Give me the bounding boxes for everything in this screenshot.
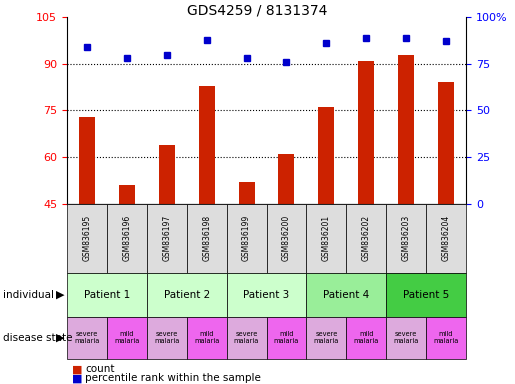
Bar: [199, 86, 215, 204]
Text: Patient 2: Patient 2: [164, 290, 210, 300]
Bar: [238, 182, 254, 204]
Text: GSM836199: GSM836199: [242, 215, 251, 261]
Text: GSM836203: GSM836203: [402, 215, 410, 261]
Text: ▶: ▶: [56, 290, 64, 300]
Text: GDS4259 / 8131374: GDS4259 / 8131374: [187, 3, 328, 17]
Text: ■: ■: [72, 373, 82, 383]
Text: GSM836200: GSM836200: [282, 215, 291, 261]
Text: mild
malaria: mild malaria: [354, 331, 379, 344]
Text: Patient 3: Patient 3: [244, 290, 289, 300]
Bar: [398, 55, 414, 204]
Text: GSM836198: GSM836198: [202, 215, 211, 261]
Text: mild
malaria: mild malaria: [434, 331, 459, 344]
Text: count: count: [85, 364, 114, 374]
Bar: [119, 185, 135, 204]
Text: mild
malaria: mild malaria: [194, 331, 219, 344]
Text: severe
malaria: severe malaria: [74, 331, 99, 344]
Text: Patient 4: Patient 4: [323, 290, 369, 300]
Text: severe
malaria: severe malaria: [154, 331, 179, 344]
Text: percentile rank within the sample: percentile rank within the sample: [85, 373, 261, 383]
Bar: [318, 107, 334, 204]
Text: GSM836195: GSM836195: [82, 215, 91, 261]
Bar: [279, 154, 295, 204]
Text: mild
malaria: mild malaria: [274, 331, 299, 344]
Bar: [358, 61, 374, 204]
Text: severe
malaria: severe malaria: [234, 331, 259, 344]
Text: Patient 5: Patient 5: [403, 290, 449, 300]
Text: Patient 1: Patient 1: [84, 290, 130, 300]
Text: disease state: disease state: [3, 333, 72, 343]
Text: mild
malaria: mild malaria: [114, 331, 140, 344]
Text: GSM836204: GSM836204: [442, 215, 451, 261]
Bar: [79, 117, 95, 204]
Text: individual: individual: [3, 290, 54, 300]
Text: severe
malaria: severe malaria: [314, 331, 339, 344]
Bar: [159, 144, 175, 204]
Text: ■: ■: [72, 364, 82, 374]
Bar: [438, 83, 454, 204]
Text: GSM836197: GSM836197: [162, 215, 171, 261]
Text: ▶: ▶: [56, 333, 64, 343]
Text: severe
malaria: severe malaria: [393, 331, 419, 344]
Text: GSM836202: GSM836202: [362, 215, 371, 261]
Text: GSM836201: GSM836201: [322, 215, 331, 261]
Text: GSM836196: GSM836196: [123, 215, 131, 261]
